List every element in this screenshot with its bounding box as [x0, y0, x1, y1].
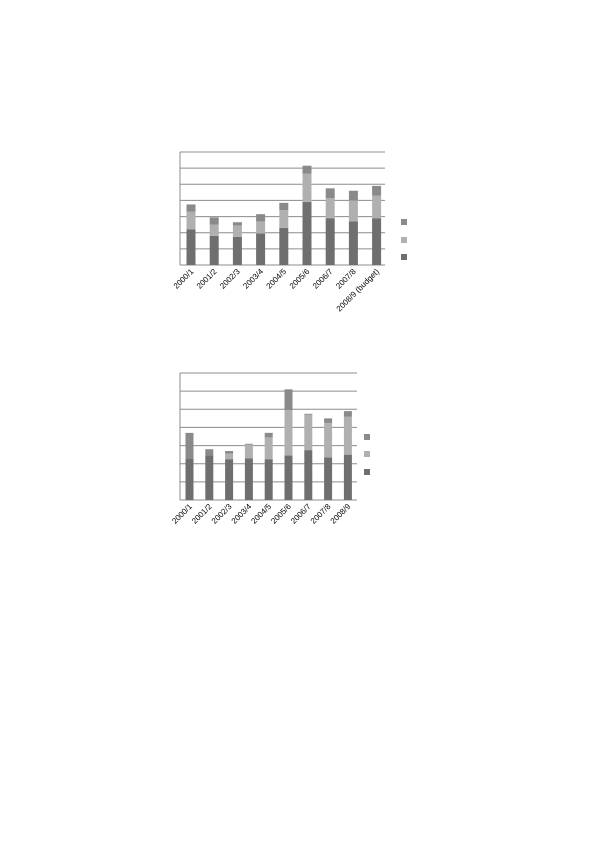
- bar-segment: [372, 218, 382, 265]
- bar-segment: [325, 198, 335, 219]
- bar-segment: [232, 222, 242, 226]
- bar-segment: [372, 185, 382, 196]
- bar-segment: [256, 221, 266, 234]
- bar-segment: [343, 416, 352, 455]
- bar-segment: [209, 217, 219, 225]
- x-tick-label: 2000/1: [170, 502, 194, 526]
- x-tick-label: 2008/9: [329, 502, 353, 526]
- x-tick-label: 2000/1: [172, 267, 196, 291]
- bar-segment: [343, 411, 352, 417]
- x-tick-label: 2003/4: [230, 502, 254, 526]
- legend-swatch: [401, 254, 407, 260]
- bar-segment: [244, 444, 253, 459]
- bar-segment: [232, 236, 242, 265]
- x-tick-label: 2005/6: [269, 502, 293, 526]
- x-tick-label: 2001/2: [195, 267, 219, 291]
- bar-segment: [304, 413, 313, 415]
- x-tick-label: 2008/9 (budget): [335, 267, 382, 314]
- bar-segment: [372, 195, 382, 219]
- bar-segment: [264, 437, 273, 460]
- bar-segment: [304, 414, 313, 451]
- x-tick-label: 2006/7: [289, 502, 313, 526]
- bar-segment: [225, 451, 234, 454]
- chart-2: 2000/12001/22002/32003/42004/52005/62006…: [170, 372, 370, 526]
- bar-segment: [324, 457, 333, 500]
- bar-segment: [264, 459, 273, 500]
- bar-segment: [324, 422, 333, 458]
- x-tick-label: 2006/7: [311, 267, 335, 291]
- x-tick-label: 2004/5: [265, 267, 289, 291]
- bar-segment: [284, 455, 293, 500]
- bar-segment: [205, 449, 214, 456]
- bar-segment: [348, 200, 358, 222]
- x-tick-label: 2002/3: [218, 267, 242, 291]
- bar-segment: [185, 458, 194, 500]
- bar-segment: [302, 202, 312, 265]
- bar-segment: [186, 211, 196, 230]
- legend-swatch: [364, 434, 370, 440]
- bar-segment: [186, 229, 196, 265]
- bar-segment: [244, 443, 253, 445]
- bar-segment: [279, 210, 289, 228]
- bar-segment: [256, 233, 266, 265]
- bar-segment: [284, 389, 293, 411]
- bar-segment: [186, 204, 196, 212]
- bar-segment: [343, 454, 352, 500]
- bar-segment: [209, 235, 219, 265]
- bar-segment: [185, 432, 194, 459]
- x-tick-label: 2005/6: [288, 267, 312, 291]
- x-tick-label: 2004/5: [249, 502, 273, 526]
- legend-swatch: [401, 219, 407, 225]
- bar-segment: [302, 173, 312, 203]
- bar-segment: [279, 227, 289, 265]
- legend-swatch: [364, 451, 370, 457]
- bar-segment: [256, 214, 266, 222]
- x-tick-label: 2003/4: [241, 267, 265, 291]
- x-tick-label: 2007/8: [309, 502, 333, 526]
- bar-segment: [304, 450, 313, 500]
- chart-1: 2000/1 2001/2 2002/3 2003/4 2004/5 2005/6 2006…: [172, 151, 407, 314]
- bar-segment: [348, 221, 358, 265]
- bar-segment: [264, 432, 273, 438]
- bar-segment: [325, 188, 335, 199]
- legend-swatch: [401, 237, 407, 243]
- bar-segment: [244, 458, 253, 500]
- legend-swatch: [364, 469, 370, 475]
- bar-segment: [325, 218, 335, 265]
- x-tick-label: 2002/3: [210, 502, 234, 526]
- bar-segment: [205, 455, 214, 500]
- bar-segment: [209, 224, 219, 236]
- bar-segment: [348, 190, 358, 201]
- bar-segment: [279, 202, 289, 211]
- bar-segment: [302, 165, 312, 174]
- bar-segment: [225, 453, 234, 460]
- x-tick-label: 2001/2: [190, 502, 214, 526]
- bar-segment: [324, 418, 333, 423]
- bar-segment: [284, 410, 293, 456]
- bar-segment: [225, 459, 234, 500]
- bar-segment: [232, 225, 242, 237]
